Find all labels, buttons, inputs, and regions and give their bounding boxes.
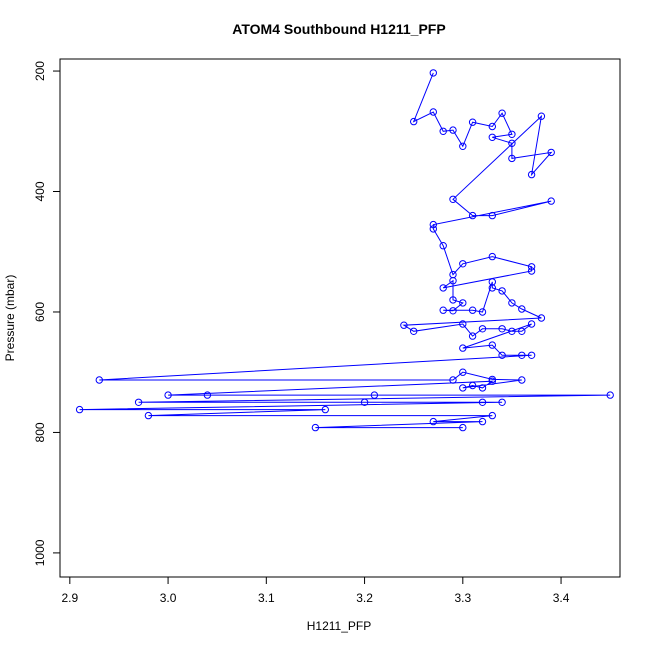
data-point	[488, 211, 496, 220]
x-tick-label: 3.2	[356, 591, 373, 605]
data-point	[439, 306, 447, 314]
data-point	[508, 327, 516, 335]
data-point	[498, 287, 506, 295]
data-point	[498, 351, 506, 359]
data-point	[488, 284, 496, 292]
data-point	[400, 321, 408, 329]
data-point	[459, 423, 467, 432]
data-point	[518, 327, 526, 335]
data-point	[429, 108, 437, 116]
data-point	[410, 327, 418, 335]
data-point	[478, 325, 487, 333]
plot-area	[75, 69, 614, 432]
data-point	[547, 148, 555, 157]
data-point	[478, 308, 487, 316]
data-point	[75, 405, 84, 414]
data-point	[498, 109, 506, 117]
data-point	[449, 277, 457, 285]
data-point	[459, 320, 467, 328]
data-point	[449, 126, 457, 134]
data-point	[370, 391, 379, 399]
series-layer	[75, 69, 614, 432]
data-point	[459, 260, 467, 268]
data-point	[478, 398, 487, 406]
data-point	[468, 306, 477, 314]
x-tick-label: 3.0	[160, 591, 177, 605]
data-point	[459, 344, 467, 352]
data-point	[488, 133, 496, 142]
y-tick-label: 400	[33, 181, 47, 201]
x-axis-label: H1211_PFP	[307, 619, 371, 633]
data-point	[144, 411, 153, 420]
data-point	[488, 411, 496, 420]
x-tick-label: 3.4	[553, 591, 570, 605]
data-point	[478, 417, 487, 426]
data-point	[449, 307, 457, 315]
data-point	[508, 299, 516, 307]
data-point	[498, 398, 506, 406]
series-line	[79, 72, 611, 429]
data-point	[203, 391, 212, 399]
data-point	[429, 69, 437, 77]
data-point	[439, 284, 447, 292]
y-tick-label: 200	[33, 61, 47, 81]
data-point	[498, 325, 506, 333]
data-point	[468, 381, 477, 390]
x-tick-label: 3.3	[454, 591, 471, 605]
data-point	[449, 296, 457, 304]
data-point	[429, 417, 437, 426]
x-tick-label: 3.1	[258, 591, 275, 605]
data-point	[478, 384, 487, 392]
data-point	[439, 242, 447, 250]
data-point	[508, 130, 516, 139]
data-point	[508, 154, 516, 163]
y-tick-label: 600	[33, 302, 47, 322]
data-point	[164, 391, 172, 399]
data-point	[537, 314, 546, 322]
data-point	[527, 170, 536, 179]
data-point	[468, 211, 477, 220]
x-axis: 2.9 3.0 3.1 3.2 3.3 3.4	[61, 576, 570, 605]
data-point	[527, 320, 536, 328]
chart-title: ATOM4 Southbound H1211_PFP	[232, 21, 445, 37]
data-point	[606, 391, 614, 399]
data-point	[527, 263, 536, 271]
data-point	[429, 220, 437, 229]
y-axis: 200 400 600 800 1000	[33, 61, 61, 566]
data-point	[459, 142, 467, 151]
y-axis-label: Pressure (mbar)	[3, 275, 17, 362]
y-tick-label: 1000	[33, 539, 47, 566]
data-point	[518, 351, 526, 359]
data-point	[410, 117, 418, 126]
data-point	[134, 398, 143, 406]
x-tick-label: 2.9	[61, 591, 78, 605]
data-point	[508, 139, 516, 148]
data-point	[518, 376, 526, 384]
data-point	[95, 376, 104, 384]
data-point	[449, 376, 457, 384]
data-point	[518, 305, 526, 313]
data-point	[488, 122, 496, 131]
data-point	[459, 299, 467, 307]
data-point	[488, 377, 496, 385]
data-point	[527, 267, 536, 275]
data-point	[468, 118, 477, 126]
data-point	[468, 332, 477, 340]
data-point	[547, 197, 555, 205]
data-point	[537, 112, 546, 120]
data-point	[488, 341, 496, 349]
data-point	[439, 127, 447, 136]
data-point	[488, 252, 496, 261]
data-point	[360, 398, 369, 406]
data-point	[459, 384, 467, 392]
y-tick-label: 800	[33, 422, 47, 442]
data-point	[321, 405, 329, 414]
data-point	[429, 225, 437, 233]
data-point	[459, 368, 467, 376]
data-point	[449, 195, 457, 204]
data-point	[527, 351, 536, 359]
data-point	[311, 423, 320, 432]
